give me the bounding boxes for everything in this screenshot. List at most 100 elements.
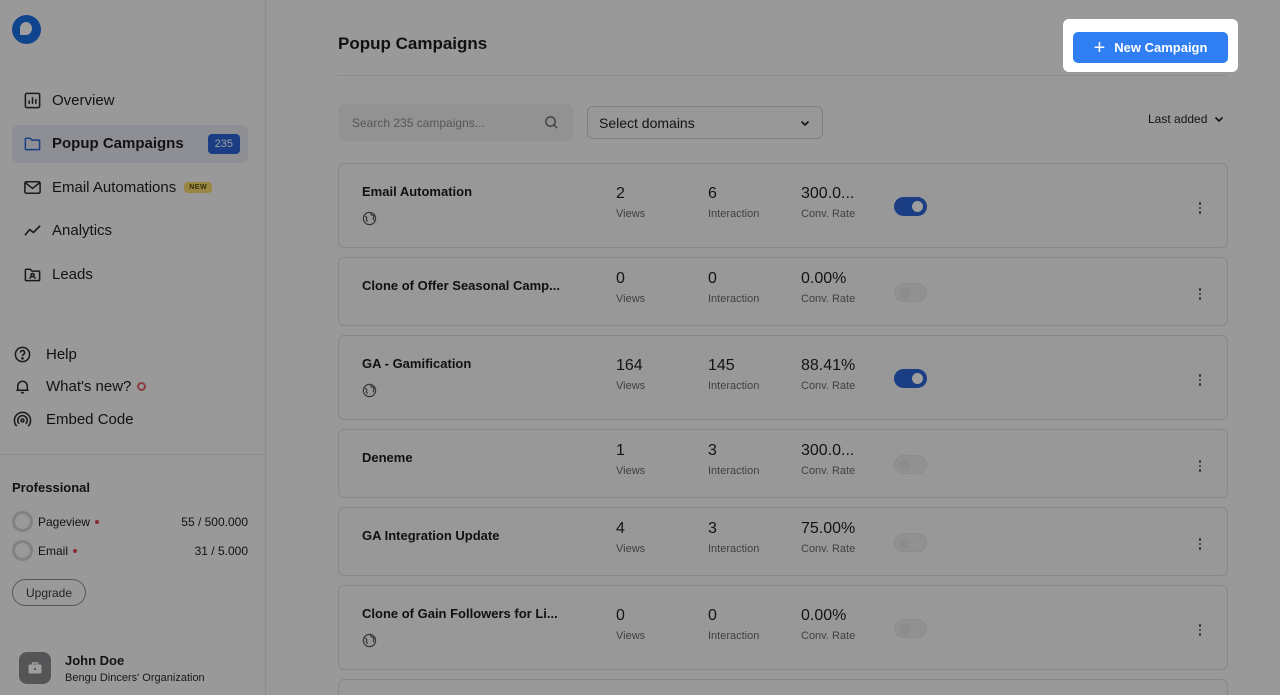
conv-rate-label: Conv. Rate <box>801 208 856 220</box>
campaign-toggle[interactable] <box>894 619 927 638</box>
nav-item-popup-campaigns[interactable]: Popup Campaigns 235 <box>12 124 248 163</box>
more-options-icon[interactable] <box>1193 459 1207 473</box>
campaign-toggle[interactable] <box>894 455 927 474</box>
campaign-toggle[interactable] <box>894 533 927 552</box>
new-campaign-label: New Campaign <box>1114 40 1208 55</box>
sidebar-divider <box>0 454 265 455</box>
conv-rate-value: 88.41% <box>801 357 856 374</box>
campaign-name[interactable]: GA Integration Update <box>362 528 500 543</box>
analytics-icon <box>22 221 42 241</box>
domains-select[interactable]: Select domains <box>587 106 823 139</box>
interaction-metric: 3 Interaction <box>708 520 759 555</box>
campaign-card[interactable] <box>338 679 1228 695</box>
more-options-icon[interactable] <box>1193 201 1207 215</box>
plus-icon: + <box>1093 36 1106 59</box>
conv-rate-label: Conv. Rate <box>801 630 856 642</box>
interaction-label: Interaction <box>708 208 760 220</box>
more-options-icon[interactable] <box>1193 537 1207 551</box>
sort-label: Last added <box>1148 112 1208 126</box>
bell-icon <box>12 377 32 397</box>
views-metric: 164 Views <box>616 357 645 392</box>
nav-label: Email Automations <box>52 178 177 196</box>
nav-label: Overview <box>52 91 115 109</box>
nav-item-leads[interactable]: Leads <box>12 255 248 293</box>
toggle-knob <box>899 460 910 471</box>
campaign-card[interactable]: GA Integration Update 4 Views 3 Interaction 7… <box>338 507 1228 576</box>
sidebar: Overview Popup Campaigns 235 Email Autom… <box>0 0 266 695</box>
conv-rate-metric: 300.0... Conv. Rate <box>801 442 855 477</box>
email-icon <box>22 177 42 197</box>
usage-label: Pageview <box>38 514 91 529</box>
views-value: 0 <box>616 270 625 287</box>
nav-item-overview[interactable]: Overview <box>12 81 248 119</box>
conv-rate-value: 0.00% <box>801 270 847 287</box>
main-content: Popup Campaigns + New Campaign Select do… <box>266 0 1280 695</box>
help-icon <box>12 344 32 364</box>
nav-item-analytics[interactable]: Analytics <box>12 212 248 250</box>
views-metric: 2 Views <box>616 185 645 220</box>
search-box <box>338 104 573 141</box>
views-label: Views <box>616 630 646 642</box>
sort-dropdown[interactable]: Last added <box>1148 112 1225 126</box>
nav-label: Popup Campaigns <box>52 135 184 152</box>
secondary-nav: Help What's new? Embed Code <box>12 338 147 436</box>
campaign-card[interactable]: Deneme 1 Views 3 Interaction 300.0... Conv. Ra… <box>338 429 1228 498</box>
search-input[interactable] <box>352 115 544 130</box>
campaign-name[interactable]: GA - Gamification <box>362 356 472 371</box>
interaction-metric: 6 Interaction <box>708 185 759 220</box>
interaction-value: 6 <box>708 185 717 202</box>
campaign-name[interactable]: Clone of Gain Followers for Li... <box>362 606 558 621</box>
whats-new-link[interactable]: What's new? <box>12 371 147 404</box>
usage-dot <box>95 519 100 524</box>
upgrade-button[interactable]: Upgrade <box>12 579 86 606</box>
conv-rate-metric: 0.00% Conv. Rate <box>801 607 855 642</box>
new-campaign-button[interactable]: + New Campaign <box>1073 32 1228 63</box>
globe-icon <box>362 211 377 226</box>
overview-icon <box>22 90 42 110</box>
help-link[interactable]: Help <box>12 338 146 371</box>
views-metric: 4 Views <box>616 520 645 555</box>
campaign-toggle[interactable] <box>894 197 927 216</box>
usage-ring-icon <box>12 540 33 561</box>
conv-rate-metric: 300.0... Conv. Rate <box>801 185 855 220</box>
whats-new-label: What's new? <box>46 378 132 396</box>
campaign-card[interactable]: Clone of Offer Seasonal Camp... 0 Views 0 In… <box>338 257 1228 326</box>
campaign-card[interactable]: Email Automation 2 Views 6 Interaction 300.0.… <box>338 163 1228 248</box>
usage-row-pageview: Pageview 55 / 500.000 <box>12 507 248 536</box>
usage-value: 31 / 5.000 <box>194 543 248 558</box>
more-options-icon[interactable] <box>1193 287 1207 301</box>
embed-code-link[interactable]: Embed Code <box>12 403 146 436</box>
nav-label: Analytics <box>52 222 113 239</box>
usage-ring-icon <box>12 511 33 532</box>
nav-item-email-automations[interactable]: Email Automations NEW <box>12 168 248 206</box>
views-label: Views <box>616 380 646 392</box>
new-campaign-highlight: + New Campaign <box>1063 19 1238 72</box>
usage-value: 55 / 500.000 <box>181 514 248 529</box>
campaign-name[interactable]: Deneme <box>362 450 413 465</box>
conv-rate-value: 75.00% <box>801 520 856 537</box>
views-label: Views <box>616 465 646 477</box>
more-options-icon[interactable] <box>1193 373 1207 387</box>
campaign-card[interactable]: GA - Gamification 164 Views 145 Interaction 8… <box>338 335 1228 420</box>
campaign-name[interactable]: Email Automation <box>362 184 473 199</box>
conv-rate-metric: 75.00% Conv. Rate <box>801 520 855 555</box>
campaign-name[interactable]: Clone of Offer Seasonal Camp... <box>362 278 560 293</box>
more-options-icon[interactable] <box>1193 623 1207 637</box>
interaction-metric: 0 Interaction <box>708 270 759 305</box>
views-value: 164 <box>616 357 643 374</box>
campaign-card[interactable]: Clone of Gain Followers for Li... 0 Views 0… <box>338 585 1228 670</box>
page-title: Popup Campaigns <box>338 34 488 53</box>
folder-icon <box>22 134 42 154</box>
logo-icon[interactable] <box>12 15 41 44</box>
interaction-label: Interaction <box>708 465 760 477</box>
toggle-knob <box>899 538 910 549</box>
toggle-knob <box>912 373 923 384</box>
user-profile[interactable]: John Doe Bengu Dincers' Organization <box>19 652 205 684</box>
views-value: 2 <box>616 185 625 202</box>
plan-title: Professional <box>12 480 91 495</box>
search-icon[interactable] <box>544 115 559 130</box>
campaign-toggle[interactable] <box>894 283 927 302</box>
new-badge: NEW <box>184 181 213 193</box>
title-divider <box>338 75 1227 76</box>
campaign-toggle[interactable] <box>894 369 927 388</box>
